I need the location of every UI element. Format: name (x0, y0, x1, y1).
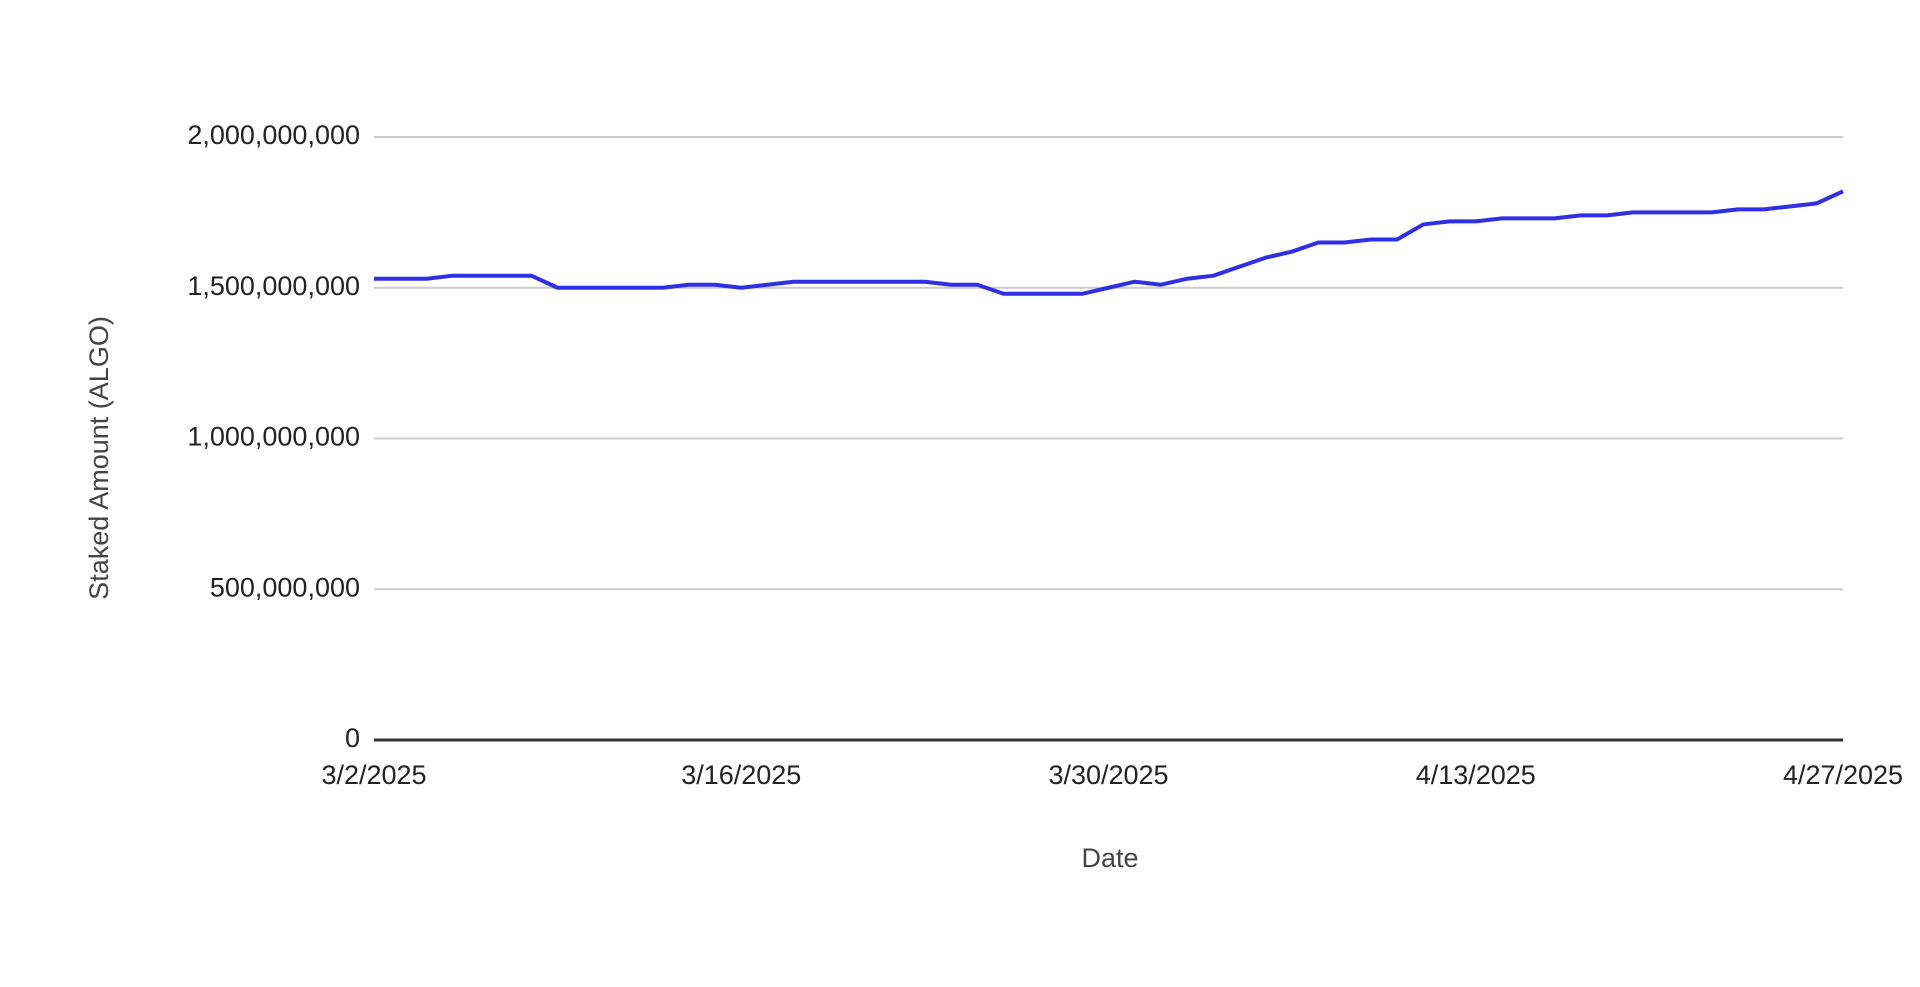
x-axis-title: Date (1081, 843, 1138, 873)
y-tick-label: 1,500,000,000 (187, 271, 360, 301)
y-tick-label: 1,000,000,000 (187, 422, 360, 452)
x-tick-label: 3/30/2025 (1048, 760, 1168, 790)
y-tick-label: 2,000,000,000 (187, 120, 360, 150)
line-series (374, 189, 1844, 296)
x-tick-label: 4/27/2025 (1783, 760, 1903, 790)
y-axis-title: Staked Amount (ALGO) (84, 316, 114, 600)
y-tick-label: 500,000,000 (210, 572, 360, 602)
y-tick-label: 0 (345, 723, 360, 753)
x-tick-label: 3/2/2025 (321, 760, 426, 790)
x-tick-label: 3/16/2025 (681, 760, 801, 790)
x-tick-label: 4/13/2025 (1416, 760, 1536, 790)
